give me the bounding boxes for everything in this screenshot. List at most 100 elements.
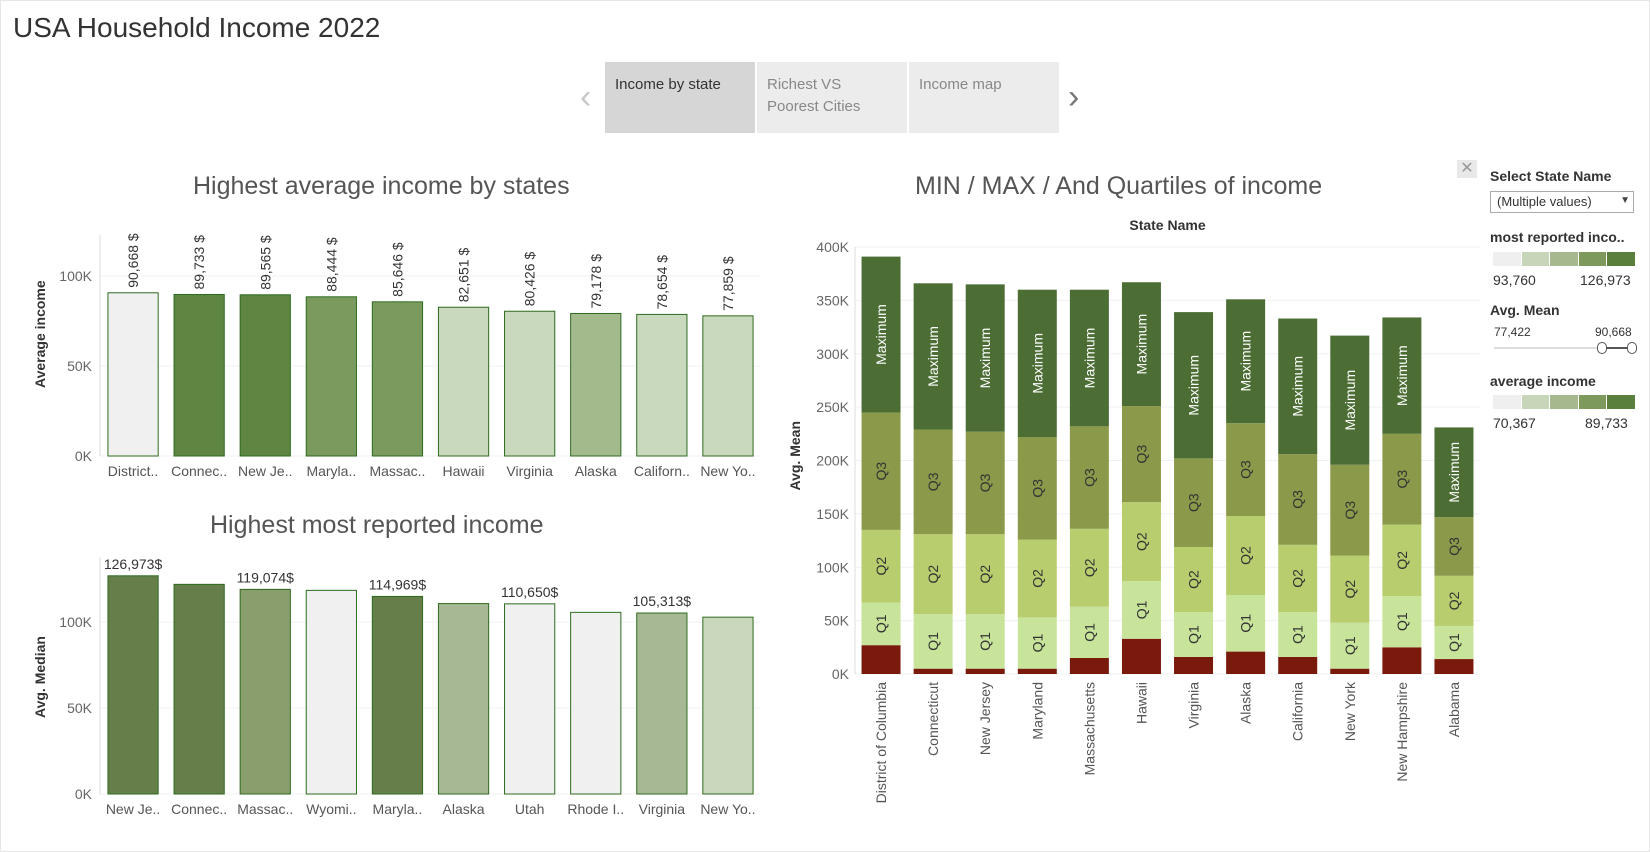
stack-segment [1278, 544, 1318, 613]
stack-segment [1278, 656, 1318, 674]
data-label: 77,859 $ [720, 256, 736, 311]
filter-label: Select State Name [1490, 168, 1612, 184]
stack-segment [1278, 454, 1318, 545]
stack-segment [1278, 612, 1318, 657]
slider-track[interactable] [1494, 347, 1632, 349]
segment-label: Q3 [1186, 493, 1202, 512]
data-label: 90,668 $ [125, 233, 141, 288]
x-tick-label: New Hampshire [1394, 682, 1410, 782]
legend-swatch [1607, 252, 1636, 266]
y-axis-label: Avg. Median [32, 636, 48, 718]
segment-label: Q2 [1081, 558, 1097, 577]
data-label: 89,733 $ [191, 235, 207, 290]
chart3-title: MIN / MAX / And Quartiles of income [915, 172, 1323, 200]
stack-segment [1434, 625, 1474, 660]
slider-min: 77,422 [1494, 325, 1531, 339]
legend2-color-ramp [1493, 395, 1636, 409]
stack-segment [965, 614, 1005, 669]
segment-label: Q1 [925, 632, 941, 651]
x-tick-label: Californ.. [634, 463, 690, 479]
stack-segment [1278, 318, 1318, 455]
stack-segment [861, 529, 901, 603]
chevron-right-icon[interactable]: › [1068, 78, 1080, 116]
x-tick-label: Alaska [1238, 682, 1254, 724]
stack-segment [1174, 656, 1214, 674]
segment-label: Q3 [1446, 537, 1462, 556]
stack-segment [913, 534, 953, 615]
y-tick-label: 50K [824, 613, 850, 629]
segment-label: Maximum [1186, 355, 1202, 416]
close-icon[interactable]: ✕ [1457, 160, 1477, 178]
state-name-select-value: (Multiple values) [1497, 194, 1592, 209]
legend1-min: 93,760 [1493, 272, 1536, 288]
bar [702, 315, 754, 457]
y-tick-label: 100K [816, 559, 849, 575]
page-title: USA Household Income 2022 [13, 12, 381, 43]
stack-segment [1017, 668, 1057, 674]
bar [504, 310, 556, 457]
segment-label: Maximum [1133, 314, 1149, 375]
tab-richest-vs-poorest[interactable]: Richest VS Poorest Cities [757, 62, 907, 133]
x-tick-label: New Je.. [238, 463, 292, 479]
segment-label: Q2 [1342, 580, 1358, 599]
stack-segment [1069, 528, 1109, 607]
slider-handle-min[interactable] [1597, 342, 1607, 354]
tab-income-by-state[interactable]: Income by state [605, 62, 755, 133]
stack-segment [1330, 668, 1370, 674]
stack-segment [913, 614, 953, 669]
segment-label: Q1 [1290, 625, 1306, 644]
bar [173, 293, 225, 457]
bar [702, 616, 754, 795]
chevron-left-icon[interactable]: ‹ [580, 78, 592, 116]
bar [570, 312, 622, 457]
segment-label: Q3 [1029, 479, 1045, 498]
stack-segment [1434, 659, 1474, 674]
stack-segment [1330, 464, 1370, 556]
segment-label: Q3 [1290, 490, 1306, 509]
segment-label: Maximum [873, 304, 889, 365]
x-tick-label: District of Columbia [873, 682, 889, 804]
y-tick-label: 100K [59, 614, 92, 630]
segment-label: Q3 [1394, 470, 1410, 489]
state-name-select[interactable]: (Multiple values) ▼ [1490, 191, 1634, 213]
y-tick-label: 50K [67, 700, 93, 716]
legend-swatch [1607, 395, 1636, 409]
tab-income-map[interactable]: Income map [909, 62, 1059, 133]
segment-label: Q3 [1081, 468, 1097, 487]
segment-label: Q2 [925, 565, 941, 584]
bar [371, 301, 424, 457]
bar [437, 603, 490, 795]
x-tick-label: Alaska [443, 801, 485, 817]
y-tick-label: 200K [816, 453, 849, 469]
y-tick-label: 100K [59, 268, 92, 284]
bar [107, 292, 159, 457]
stack-segment [1382, 317, 1422, 434]
bar [173, 583, 225, 795]
data-label: 110,650$ [501, 584, 559, 600]
stack-segment [1017, 617, 1057, 669]
legend-swatch [1521, 252, 1551, 266]
y-axis-label: Average income [32, 280, 48, 388]
x-tick-label: New Je.. [106, 801, 160, 817]
segment-label: Q1 [1029, 633, 1045, 652]
x-tick-label: New York [1342, 681, 1358, 741]
y-tick-label: 0K [75, 786, 93, 802]
segment-label: Maximum [925, 326, 941, 387]
slider-handle-max[interactable] [1627, 342, 1637, 354]
segment-label: Maximum [1394, 345, 1410, 406]
chart1-title: Highest average income by states [193, 172, 570, 200]
segment-label: Q1 [1133, 600, 1149, 619]
segment-label: Q2 [1186, 570, 1202, 589]
stack-segment [861, 256, 901, 413]
stack-segment [861, 412, 901, 530]
stack-segment [1226, 423, 1266, 517]
segment-label: Q2 [1394, 551, 1410, 570]
bar [305, 589, 357, 795]
y-tick-label: 350K [816, 292, 849, 308]
stack-segment [861, 645, 901, 674]
bar [504, 603, 556, 795]
x-tick-label: Massac.. [237, 801, 293, 817]
legend2-max: 89,733 [1585, 415, 1628, 431]
segment-label: Q1 [1342, 636, 1358, 655]
chart-most-reported-income: 0K 50K 100K Avg. Median New Je.. 126,973$ Conn… [32, 556, 761, 817]
